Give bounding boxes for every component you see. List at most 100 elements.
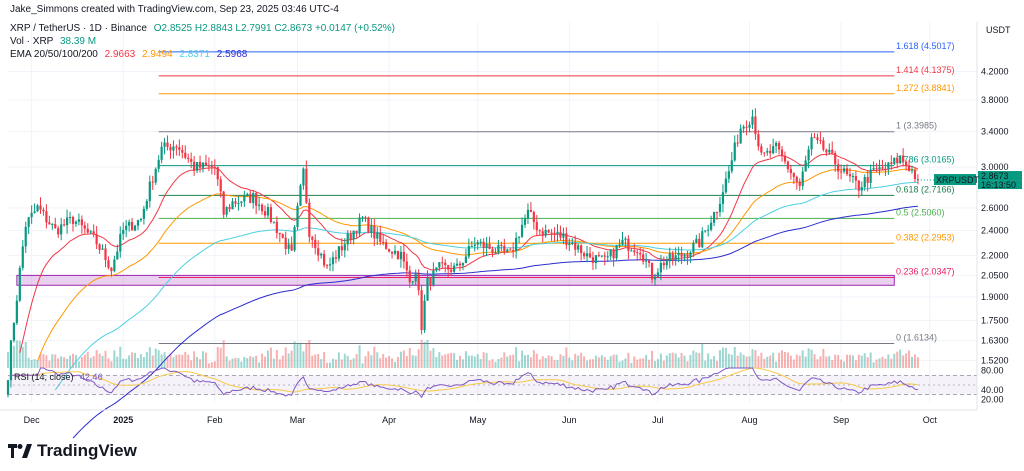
candle-body bbox=[71, 216, 75, 224]
volume-bar bbox=[51, 354, 54, 368]
volume-bar bbox=[213, 361, 216, 368]
candle-body bbox=[63, 224, 66, 226]
volume-bar bbox=[902, 355, 905, 368]
candle-body bbox=[636, 252, 639, 254]
candle-body bbox=[686, 254, 689, 257]
candle-body bbox=[712, 212, 716, 223]
volume-bar bbox=[411, 355, 414, 368]
candle-body bbox=[160, 146, 163, 160]
candle-body bbox=[278, 232, 281, 235]
candle-body bbox=[258, 204, 261, 206]
candle-body bbox=[618, 244, 621, 246]
time-tick-label: Apr bbox=[382, 415, 396, 425]
candle-body bbox=[520, 224, 524, 237]
volume-bar bbox=[710, 359, 713, 368]
volume-bars bbox=[7, 340, 919, 368]
volume-bar bbox=[627, 352, 630, 368]
rsi-line bbox=[11, 367, 918, 399]
candle-body bbox=[290, 244, 293, 251]
candle-body bbox=[154, 168, 157, 183]
volume-bar bbox=[727, 353, 730, 368]
volume-bar bbox=[284, 347, 287, 368]
time-tick-label: Jul bbox=[652, 415, 664, 425]
time-axis[interactable]: Dec 2025 Feb Mar Apr May Jun Jul Aug Sep Oct bbox=[0, 409, 977, 425]
volume-bar bbox=[190, 360, 193, 368]
fib-retracement[interactable]: 1.618 (4.5017) 1.414 (4.1375) 1.272 (3.884… bbox=[158, 41, 955, 344]
price-tick-label: 2.2000 bbox=[981, 250, 1009, 260]
candle-body bbox=[39, 205, 42, 210]
volume-bar bbox=[713, 356, 716, 368]
candle-body bbox=[228, 207, 231, 210]
volume-bar bbox=[730, 354, 733, 368]
volume-bar bbox=[559, 354, 562, 368]
volume-bar bbox=[896, 351, 899, 368]
volume-bar bbox=[653, 361, 656, 368]
ema-legend[interactable]: EMA 20/50/100/200 2.9663 2.9494 2.8371 2… bbox=[10, 49, 247, 60]
volume-bar bbox=[396, 357, 399, 368]
candle-body bbox=[804, 160, 807, 172]
candle-body bbox=[603, 255, 606, 257]
candle-body bbox=[367, 217, 370, 233]
volume-bar bbox=[376, 352, 379, 368]
volume-bar bbox=[461, 359, 464, 368]
candle-body bbox=[204, 162, 208, 166]
candle-body bbox=[184, 152, 187, 158]
price-axis[interactable]: 4.2000 3.8000 3.4000 3.0000 2.6000 2.4000 2.20… bbox=[976, 22, 1009, 410]
candle-body bbox=[296, 205, 299, 228]
candle-body bbox=[857, 180, 860, 191]
candle-body bbox=[689, 252, 692, 257]
candle-body bbox=[119, 234, 122, 252]
countdown-label: 16:13:50 bbox=[981, 180, 1016, 190]
candle-body bbox=[565, 233, 568, 245]
candle-body bbox=[125, 225, 128, 230]
symbol-ohlc-line[interactable]: XRP / TetherUS · 1D · Binance O2.8525 H2… bbox=[10, 23, 395, 34]
candle-body bbox=[698, 238, 701, 248]
candle-body bbox=[828, 149, 831, 153]
candle-body bbox=[358, 217, 361, 234]
volume-bar bbox=[337, 352, 340, 368]
volume-bar bbox=[571, 360, 574, 368]
volume-bar bbox=[913, 354, 916, 368]
volume-bar bbox=[136, 358, 139, 368]
volume-bar bbox=[302, 351, 305, 368]
candle-body bbox=[500, 244, 503, 246]
volume-bar bbox=[145, 352, 148, 368]
volume-bar bbox=[92, 356, 95, 368]
volume-bar bbox=[518, 361, 521, 368]
candle-body bbox=[361, 217, 364, 219]
volume-bar bbox=[550, 356, 553, 368]
candle-body bbox=[550, 232, 553, 234]
volume-bar bbox=[441, 355, 444, 368]
ema-200-line bbox=[72, 205, 918, 439]
volume-bar bbox=[184, 351, 187, 368]
volume-bar bbox=[488, 360, 491, 368]
candle-body bbox=[65, 217, 69, 226]
rsi-legend[interactable]: RSI (14, close) 42.46 bbox=[14, 372, 103, 382]
volume-bar bbox=[772, 352, 775, 368]
volume-bar bbox=[781, 350, 784, 368]
volume-bar bbox=[562, 355, 565, 368]
candle-body bbox=[272, 221, 275, 223]
volume-bar bbox=[556, 359, 559, 368]
volume-bar bbox=[429, 350, 432, 368]
volume-bar bbox=[394, 361, 397, 368]
candle-body bbox=[175, 146, 178, 148]
candle-body bbox=[783, 155, 787, 162]
volume-bar bbox=[775, 361, 778, 368]
volume-bar bbox=[45, 355, 48, 368]
candle-body bbox=[346, 233, 349, 245]
candle-body bbox=[145, 201, 148, 209]
volume-bar bbox=[819, 356, 822, 368]
candle-body bbox=[736, 142, 739, 144]
volume-bar bbox=[36, 359, 39, 368]
fib-label-4: 0.786 (3.0165) bbox=[896, 155, 955, 165]
candle-body bbox=[733, 142, 736, 161]
volume-bar bbox=[541, 356, 544, 368]
tradingview-logo[interactable]: TradingView bbox=[8, 441, 137, 461]
volume-legend[interactable]: Vol · XRP 38.39 M bbox=[10, 36, 96, 47]
volume-bar bbox=[739, 352, 742, 368]
candle-body bbox=[910, 170, 914, 172]
candle-body bbox=[748, 124, 751, 128]
candle-body bbox=[878, 167, 881, 170]
